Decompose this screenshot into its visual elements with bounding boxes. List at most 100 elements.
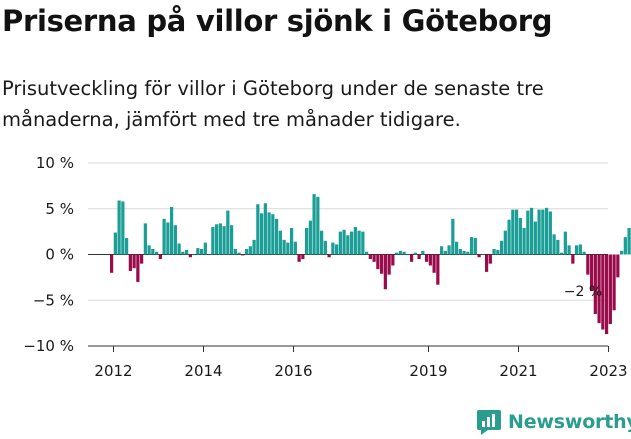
bar — [132, 254, 136, 269]
bar — [301, 254, 305, 260]
bar — [492, 249, 496, 255]
bar — [526, 210, 530, 255]
chart-title: Priserna på villor sjönk i Göteborg — [2, 4, 553, 38]
bar — [612, 254, 616, 311]
bar — [151, 249, 155, 255]
bar — [537, 209, 541, 255]
bar — [387, 254, 391, 275]
bar — [477, 254, 481, 258]
bar — [128, 254, 132, 271]
bar — [518, 217, 522, 255]
bar — [458, 249, 462, 255]
bar — [421, 250, 425, 255]
bar — [282, 239, 286, 255]
bar — [211, 227, 215, 255]
bar — [342, 229, 346, 255]
bar — [428, 254, 432, 266]
bar — [241, 254, 245, 256]
bar — [274, 218, 279, 255]
bar — [214, 224, 219, 255]
x-tick-label: 2014 — [184, 362, 222, 380]
bar — [462, 250, 466, 255]
bar — [304, 227, 309, 255]
bar — [121, 201, 125, 255]
bar — [623, 237, 627, 255]
bar — [541, 209, 545, 255]
bar — [327, 254, 331, 258]
bar — [248, 246, 252, 255]
bar — [222, 226, 226, 255]
bar — [278, 230, 282, 255]
bar — [233, 249, 237, 255]
bar — [323, 240, 327, 255]
bar — [319, 230, 324, 255]
bar — [514, 209, 519, 255]
bar — [357, 230, 361, 255]
bar — [259, 213, 264, 255]
bar — [533, 221, 537, 255]
bar — [192, 254, 196, 256]
bar — [229, 225, 234, 255]
bar — [353, 227, 357, 255]
bar — [563, 231, 567, 255]
chart-subtitle: Prisutveckling för villor i Göteborg und… — [2, 77, 544, 131]
newsworthy-brand: Newsworthy — [476, 408, 631, 436]
bar — [454, 241, 459, 255]
bar — [196, 248, 200, 255]
bar — [346, 235, 350, 255]
bar — [398, 250, 402, 255]
bar — [481, 254, 485, 256]
bar — [604, 254, 609, 335]
bar — [466, 251, 470, 255]
bar — [586, 254, 590, 275]
bar — [147, 245, 151, 255]
bar — [413, 252, 417, 255]
bar — [188, 254, 192, 258]
bar — [574, 245, 579, 255]
bar — [170, 206, 174, 255]
bar — [511, 209, 515, 255]
bar — [361, 231, 365, 255]
bar — [556, 239, 560, 255]
bar — [184, 249, 189, 255]
bar — [293, 241, 297, 255]
bar — [316, 196, 320, 255]
bar — [244, 249, 249, 255]
bar — [443, 250, 447, 255]
bar — [447, 245, 451, 255]
bar — [499, 240, 504, 255]
bar — [406, 254, 410, 256]
bar — [155, 251, 159, 255]
bar — [597, 254, 601, 324]
bar — [469, 237, 474, 255]
y-tick-label: 0 % — [45, 246, 74, 264]
bar — [522, 227, 526, 255]
bar — [439, 246, 444, 255]
bar — [312, 194, 316, 255]
bar — [582, 251, 586, 255]
bar — [256, 204, 260, 255]
bar — [166, 222, 170, 255]
bar — [608, 254, 612, 325]
bar — [338, 231, 342, 255]
bar — [473, 238, 477, 255]
bar — [207, 254, 211, 256]
x-tick-label: 2021 — [499, 362, 537, 380]
bar — [368, 254, 372, 260]
bar — [331, 242, 335, 255]
bar — [113, 232, 117, 255]
x-tick-label: 2012 — [94, 362, 132, 380]
bar — [391, 254, 395, 266]
bar — [143, 223, 147, 255]
bar — [616, 254, 620, 278]
bar — [199, 249, 204, 255]
y-axis: 10 % 5 % 0 % −5 % −10 % — [23, 154, 74, 355]
bar — [548, 211, 552, 255]
bar — [218, 223, 222, 255]
bar — [237, 252, 241, 255]
bar — [488, 254, 492, 264]
bar — [619, 250, 624, 255]
bar — [289, 227, 294, 255]
bar — [436, 254, 440, 285]
bar — [484, 254, 489, 272]
